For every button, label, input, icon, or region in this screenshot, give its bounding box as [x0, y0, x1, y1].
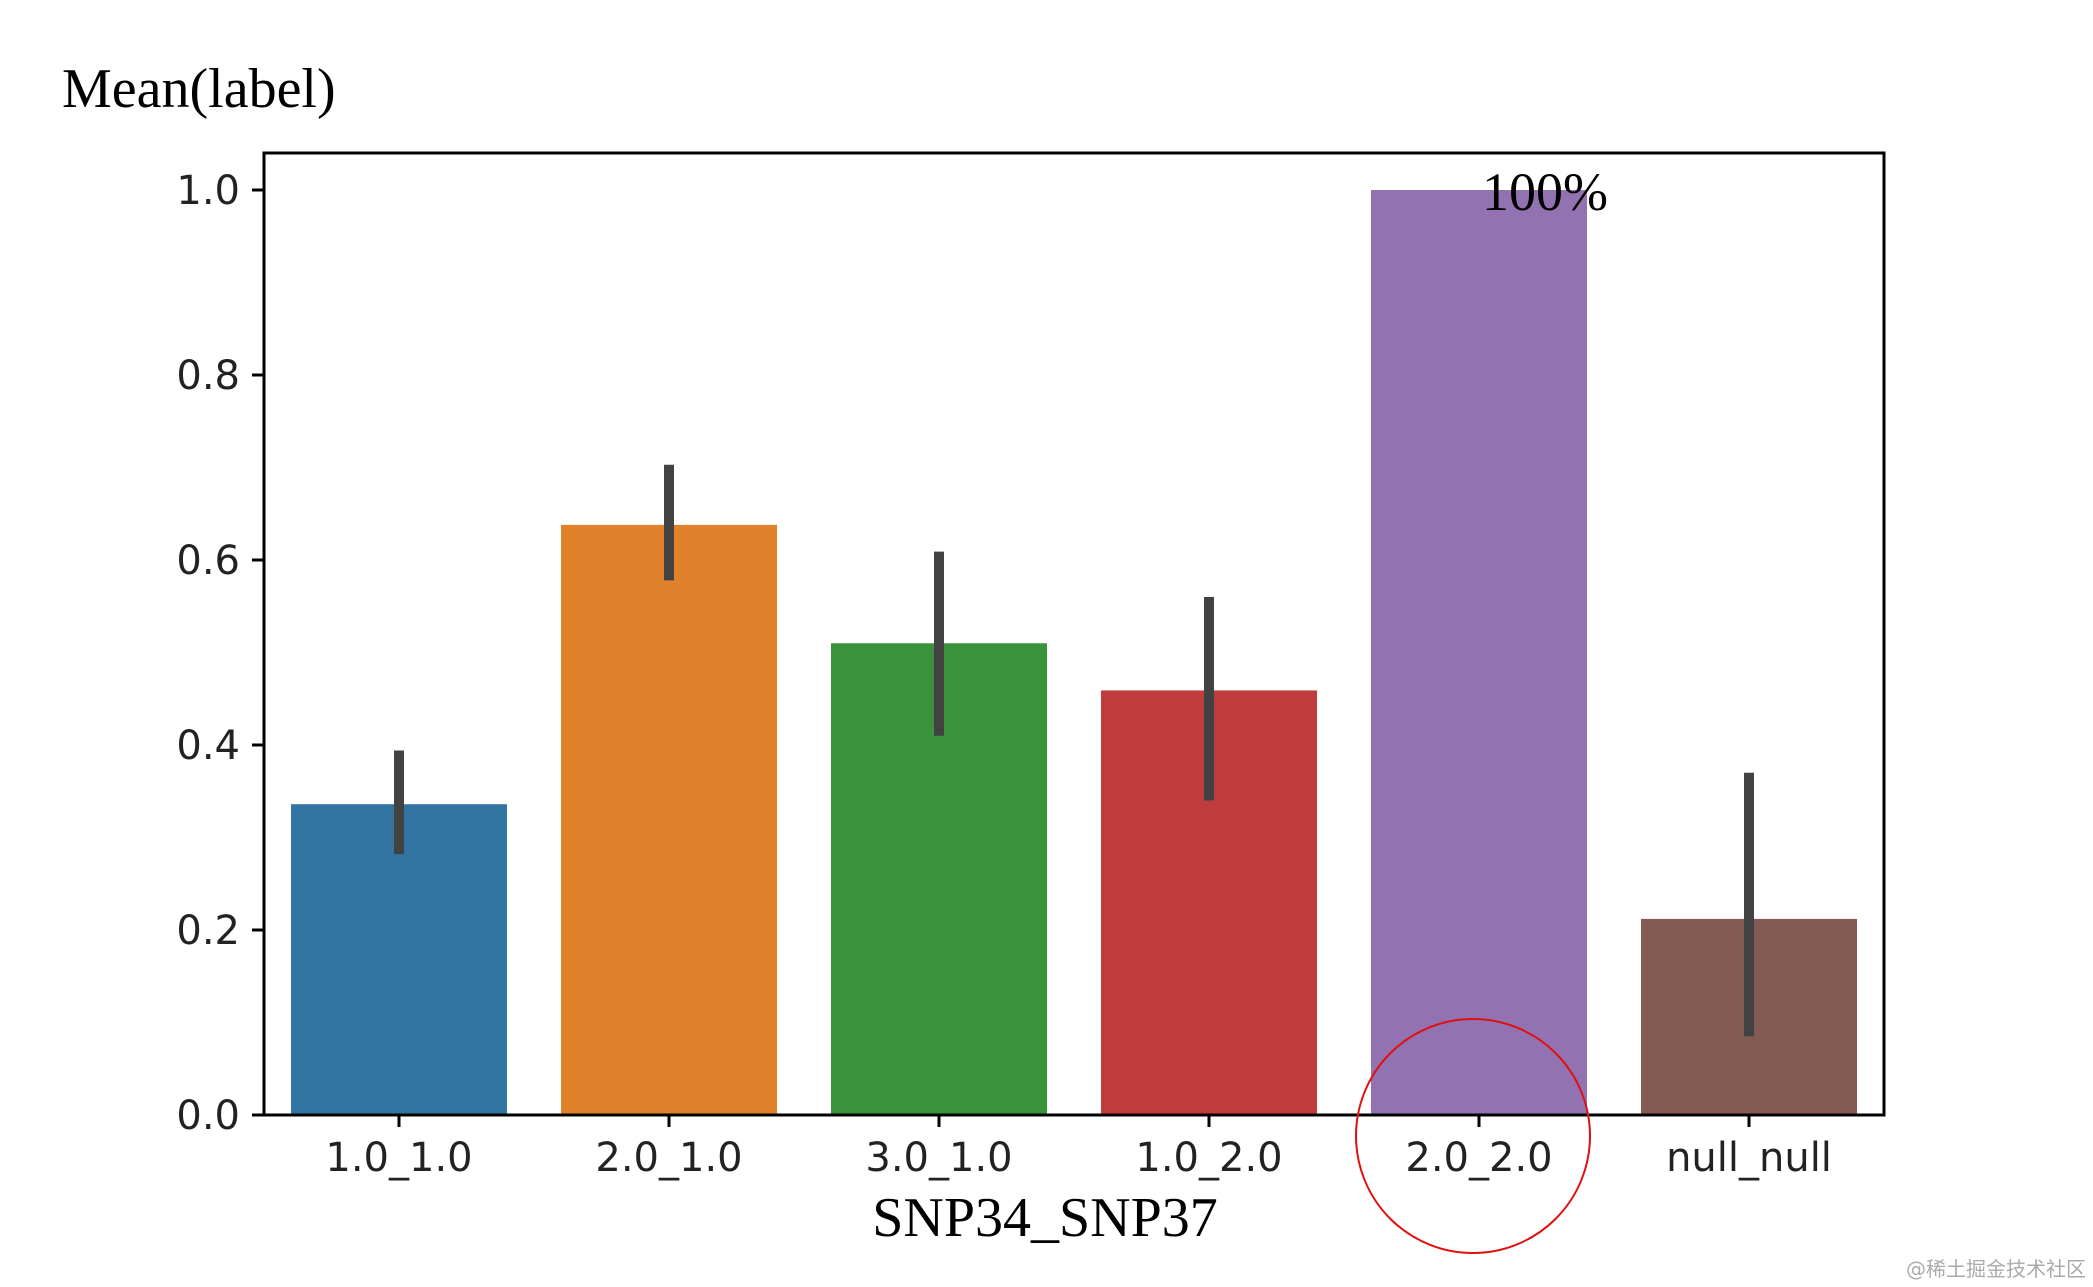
x-tick-label: 1.0_2.0	[1135, 1135, 1282, 1181]
bar-2.0_1.0	[561, 524, 777, 1115]
y-tick-label: 0.0	[176, 1093, 240, 1139]
x-tick-label: 2.0_2.0	[1405, 1135, 1552, 1181]
y-tick-label: 0.6	[176, 538, 240, 584]
plot-frame	[262, 151, 1886, 1117]
highlight-circle	[1355, 1018, 1591, 1254]
y-tick-label: 0.4	[176, 723, 240, 769]
x-tick-label: 1.0_1.0	[325, 1135, 472, 1181]
y-tick-label: 0.2	[176, 908, 240, 954]
x-axis-label: SNP34_SNP37	[872, 1187, 1217, 1249]
annotation-label: 100%	[1482, 162, 1608, 222]
x-axis-ticks: 1.0_1.0 2.0_1.0 3.0_1.0 1.0_2.0 2.0_2.0 null_…	[325, 1115, 1832, 1181]
y-axis-label: Mean(label)	[62, 58, 336, 120]
watermark: @稀土掘金技术社区	[1906, 1257, 2086, 1281]
x-tick-label: 3.0_1.0	[865, 1135, 1012, 1181]
bar-2.0_2.0	[1371, 190, 1587, 1115]
y-tick-label: 1.0	[176, 168, 240, 214]
bar-1.0_1.0	[291, 804, 507, 1115]
error-bars	[394, 464, 1754, 1037]
y-axis-ticks: 0.0 0.2 0.4 0.6 0.8 1.0	[176, 168, 264, 1139]
annotations: 100%	[1482, 162, 1608, 222]
x-tick-label: 2.0_1.0	[595, 1135, 742, 1181]
x-tick-label: null_null	[1666, 1135, 1832, 1181]
y-tick-label: 0.8	[176, 353, 240, 399]
bars	[291, 190, 1857, 1115]
